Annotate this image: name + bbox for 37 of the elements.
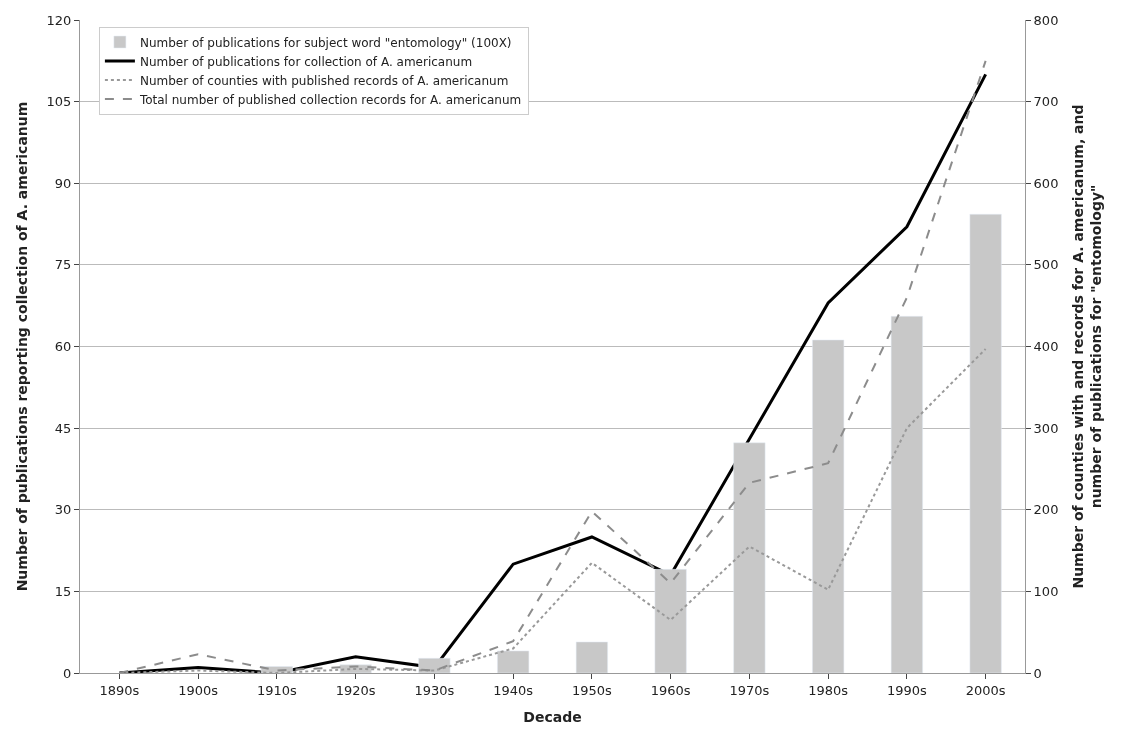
x-tick-label: 1890s — [99, 682, 140, 698]
legend-label: Number of counties with published records of A. americanum — [139, 73, 509, 88]
y2-tick-label: 400 — [1033, 339, 1059, 355]
y2-tick-label: 100 — [1033, 583, 1059, 599]
x-tick-label: 1910s — [256, 682, 298, 698]
y-axis-title: Number of publications reporting collection of A. americanum — [14, 101, 31, 592]
legend-label: Number of publications for collection of A. americanum — [139, 54, 473, 69]
y2-axis-title: Number of counties with and records for A. americanum, and number of publications for "entomology" — [1069, 104, 1104, 589]
y2-tick-label: 600 — [1033, 175, 1059, 191]
x-tick-label: 1920s — [335, 682, 376, 698]
x-tick-label: 2000s — [965, 682, 1006, 698]
y-tick-label: 30 — [54, 502, 72, 518]
x-tick-label: 1980s — [808, 682, 849, 698]
x-tick-label: 1930s — [414, 682, 455, 698]
y2-tick-label: 700 — [1033, 94, 1059, 110]
x-tick-label: 1940s — [493, 682, 534, 698]
x-axis-title: Decade — [523, 708, 582, 725]
y2-tick-label: 300 — [1033, 420, 1059, 436]
y2-tick-label: 500 — [1033, 257, 1059, 273]
y-tick-label: 90 — [54, 175, 72, 191]
y-tick-label: 15 — [54, 583, 72, 599]
x-tick-label: 1950s — [571, 682, 613, 698]
y-tick-label: 75 — [54, 257, 72, 273]
legend-label: Number of publications for subject word "entomology" (100X) — [139, 35, 512, 50]
y-tick-label: 0 — [63, 665, 72, 681]
x-tick-label: 1960s — [650, 682, 691, 698]
y-tick-label: 45 — [54, 420, 72, 436]
y2-tick-label: 0 — [1033, 665, 1042, 681]
y-tick-label: 105 — [46, 94, 72, 110]
y2-tick-label: 800 — [1033, 12, 1059, 28]
x-tick-label: 1900s — [178, 682, 219, 698]
y-tick-label: 60 — [54, 339, 72, 355]
y-tick-label: 120 — [46, 12, 72, 28]
x-tick-label: 1990s — [886, 682, 928, 698]
y2-tick-label: 200 — [1033, 502, 1059, 518]
x-tick-label: 1970s — [729, 682, 770, 698]
legend-label: Total number of published collection records for A. americanum — [138, 92, 522, 107]
